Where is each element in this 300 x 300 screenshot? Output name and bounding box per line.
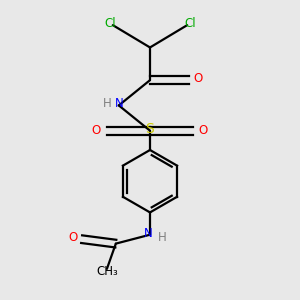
Text: Cl: Cl [184,17,196,30]
Text: N: N [115,98,124,110]
Text: N: N [144,227,153,240]
Text: O: O [68,231,77,244]
Text: CH₃: CH₃ [96,266,118,278]
Text: O: O [92,124,101,137]
Text: O: O [199,124,208,137]
Text: S: S [146,122,154,136]
Text: O: O [193,72,202,85]
Text: H: H [103,98,112,110]
Text: H: H [158,231,166,244]
Text: Cl: Cl [104,17,116,30]
